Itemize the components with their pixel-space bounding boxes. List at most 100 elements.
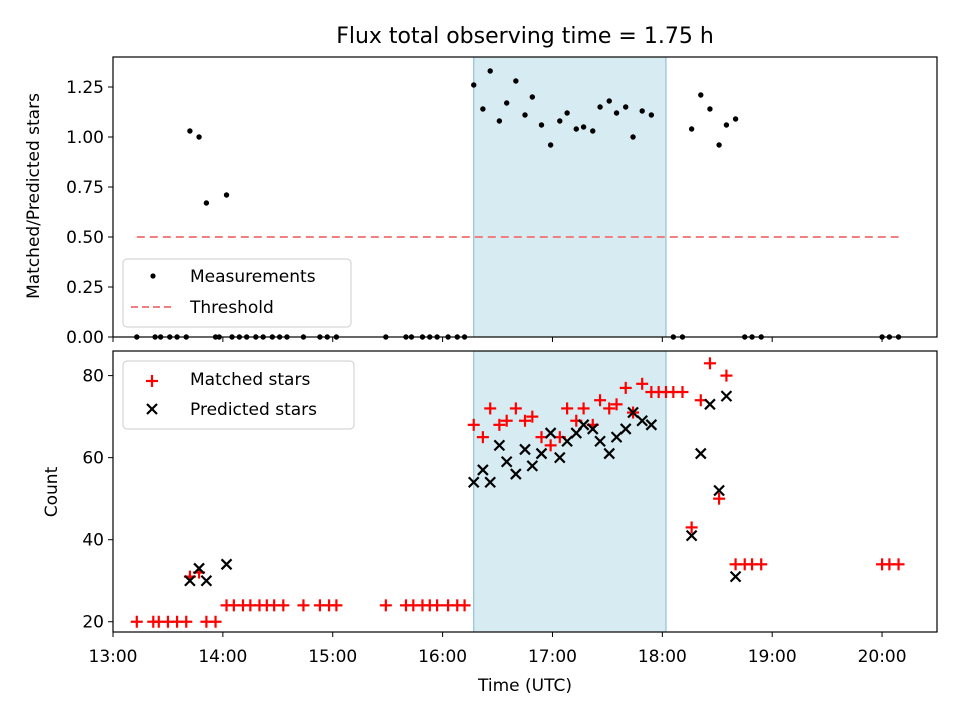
- measurement-point: [196, 134, 202, 140]
- measurement-point: [723, 122, 730, 128]
- matched-stars-point: [130, 615, 143, 628]
- matched-stars-point: [297, 599, 310, 612]
- x-tick-label: 19:00: [748, 647, 797, 667]
- measurement-point: [613, 110, 620, 116]
- measurement-point: [648, 112, 655, 118]
- matched-stars-point: [892, 558, 905, 571]
- y-tick-label: 40: [82, 531, 104, 551]
- matched-stars-point: [544, 439, 557, 452]
- predicted-stars-point: [467, 476, 480, 489]
- legend-threshold-label: Threshold: [189, 298, 274, 318]
- legend-predicted-label: Predicted stars: [190, 400, 317, 420]
- y-tick-label: 1.25: [66, 78, 104, 98]
- predicted-stars-point: [484, 476, 496, 489]
- predicted-stars-point: [200, 574, 213, 587]
- y-tick-label: 0.75: [66, 178, 104, 198]
- measurement-point: [623, 104, 629, 110]
- x-tick-label: 13:00: [89, 647, 138, 667]
- measurement-point: [630, 134, 636, 140]
- predicted-stars-point: [561, 435, 573, 448]
- measurement-point: [698, 92, 704, 98]
- predicted-stars-point: [729, 570, 742, 583]
- matched-stars-point: [676, 386, 689, 399]
- predicted-stars-point: [704, 398, 716, 411]
- measurement-point: [547, 142, 554, 148]
- matched-stars-point: [577, 402, 590, 415]
- predicted-stars-point: [493, 439, 506, 452]
- matched-stars-point: [703, 357, 716, 370]
- measurement-point: [732, 116, 739, 122]
- matched-stars-point: [467, 418, 480, 431]
- x-tick-label: 18:00: [638, 647, 687, 667]
- x-axis-label: Time (UTC): [477, 676, 572, 696]
- measurement-point: [203, 200, 210, 206]
- matched-stars-point: [500, 414, 513, 427]
- measurement-point: [639, 108, 645, 114]
- matched-stars-point: [458, 599, 471, 612]
- matched-stars-point: [330, 599, 343, 612]
- x-tick-label: 17:00: [528, 647, 577, 667]
- matched-stars-point: [526, 410, 539, 423]
- top-x-ticks: [112, 337, 883, 342]
- legend-measurements-marker: [150, 273, 156, 279]
- matched-stars-point: [720, 369, 733, 382]
- bottom-legend: Matched stars Predicted stars: [122, 360, 355, 430]
- matched-stars-point: [379, 599, 392, 612]
- y-tick-label: 0.25: [66, 278, 104, 298]
- bottom-plot-marks: [130, 357, 905, 628]
- top-panel: Flux total observing time = 1.75 h Match…: [24, 24, 938, 348]
- predicted-stars-point: [519, 443, 531, 456]
- bottom-panel: Count Time (UTC) 20 40 60 80 13:00 14:00 15:0…: [42, 350, 938, 696]
- legend-matched-marker: [146, 375, 158, 387]
- measurement-point: [688, 126, 695, 132]
- top-legend-box: [122, 258, 352, 328]
- matched-stars-point: [493, 418, 506, 431]
- measurement-point: [471, 82, 477, 88]
- predicted-stars-point: [477, 464, 489, 476]
- y-tick-label: 0.50: [66, 228, 104, 248]
- measurement-point: [522, 112, 528, 118]
- matched-stars-point: [180, 615, 193, 628]
- matched-stars-point: [755, 558, 768, 571]
- matched-stars-point: [610, 398, 623, 411]
- x-tick-label: 20:00: [858, 647, 907, 667]
- measurement-point: [538, 122, 545, 128]
- matched-stars-point: [484, 402, 497, 415]
- x-tick-label: 15:00: [308, 647, 357, 667]
- legend-measurements-label: Measurements: [190, 267, 316, 287]
- predicted-stars-point: [220, 558, 233, 571]
- measurement-point: [187, 128, 193, 134]
- bottom-axes-frame: [112, 350, 938, 633]
- measurement-point: [557, 118, 563, 124]
- predicted-stars-point: [184, 574, 196, 587]
- predicted-stars-point: [544, 427, 557, 439]
- predicted-stars-point: [645, 419, 658, 431]
- matched-stars-point: [277, 599, 290, 612]
- predicted-stars-point: [510, 468, 522, 480]
- bottom-legend-box: [122, 360, 355, 430]
- y-tick-label: 1.00: [66, 128, 104, 148]
- matched-stars-point: [685, 521, 698, 534]
- measurement-point: [590, 128, 596, 134]
- chart-title: Flux total observing time = 1.75 h: [336, 24, 714, 49]
- matched-stars-point: [619, 381, 632, 394]
- x-tick-label: 14:00: [198, 647, 247, 667]
- predicted-stars-point: [713, 484, 725, 497]
- bottom-observing-span: [473, 350, 667, 633]
- bottom-y-axis: 20 40 60 80: [82, 367, 113, 633]
- top-observing-span: [473, 56, 667, 338]
- y-tick-label: 20: [82, 613, 104, 633]
- y-tick-label: 60: [82, 449, 104, 469]
- predicted-stars-point: [695, 447, 707, 460]
- matched-stars-point: [519, 414, 531, 427]
- predicted-stars-point: [554, 451, 566, 464]
- measurement-point: [503, 100, 510, 106]
- matched-stars-point: [431, 599, 444, 612]
- measurement-point: [223, 192, 230, 198]
- matched-stars-point: [509, 402, 522, 415]
- predicted-stars-point: [685, 529, 698, 542]
- measurement-point: [513, 78, 519, 84]
- top-axes-frame: [112, 56, 938, 338]
- y-tick-label: 80: [82, 367, 104, 387]
